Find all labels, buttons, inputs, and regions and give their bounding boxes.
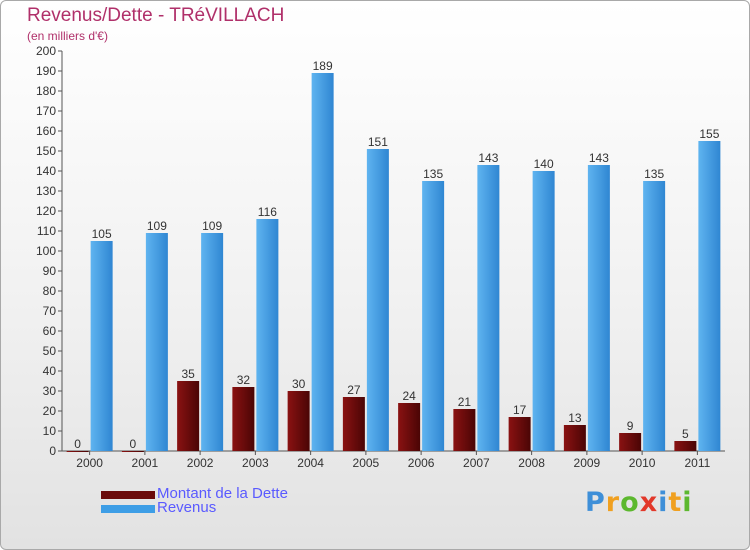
x-tick-label: 2011 [684, 456, 710, 470]
logo-letter: t [668, 487, 683, 518]
bar-debt [453, 409, 476, 451]
bar-debt [232, 387, 255, 451]
legend-swatch-revenue [101, 505, 155, 513]
y-tick-label: 40 [43, 364, 57, 378]
logo-letter: i [658, 487, 669, 518]
bar-revenue [698, 141, 721, 451]
bar-revenue [201, 233, 224, 451]
bar-revenue [366, 149, 389, 451]
y-tick-label: 20 [43, 404, 57, 418]
x-tick-label: 2010 [629, 456, 656, 470]
data-label-revenue: 105 [92, 227, 112, 241]
y-tick-label: 160 [36, 124, 56, 138]
bar-revenue [90, 241, 113, 451]
y-tick-label: 200 [36, 44, 56, 58]
y-tick-label: 80 [43, 284, 57, 298]
y-tick-label: 110 [37, 224, 56, 238]
x-tick-label: 2009 [574, 456, 601, 470]
y-tick-label: 10 [43, 424, 57, 438]
x-tick-label: 2004 [297, 456, 324, 470]
logo-letter: r [605, 487, 621, 518]
bar-debt [121, 451, 144, 452]
x-tick-label: 2002 [187, 456, 214, 470]
bar-revenue [145, 233, 168, 451]
data-label-revenue: 155 [699, 127, 719, 141]
bar-debt [287, 391, 310, 451]
bar-debt [398, 403, 421, 451]
y-tick-label: 150 [36, 144, 56, 158]
chart-subtitle: (en milliers d'€) [27, 29, 108, 43]
y-tick-label: 120 [36, 204, 56, 218]
bar-debt [563, 425, 586, 451]
x-tick-label: 2003 [242, 456, 269, 470]
bar-debt [619, 433, 642, 451]
y-tick-label: 90 [43, 264, 57, 278]
data-label-debt: 35 [181, 367, 195, 381]
bar-revenue [477, 165, 500, 451]
data-label-revenue: 135 [644, 167, 664, 181]
legend-label-debt: Montant de la Dette [157, 485, 288, 502]
data-label-debt: 21 [458, 395, 472, 409]
bar-revenue [256, 219, 279, 451]
data-label-debt: 9 [627, 419, 634, 433]
legend-swatch-debt [101, 491, 155, 499]
data-label-revenue: 116 [258, 205, 277, 219]
data-label-revenue: 109 [202, 219, 222, 233]
data-label-revenue: 143 [589, 151, 609, 165]
data-label-debt: 5 [682, 427, 689, 441]
chart-title: Revenus/Dette - TRéVILLACH [27, 5, 285, 26]
y-tick-label: 60 [43, 324, 57, 338]
data-label-revenue: 140 [534, 157, 554, 171]
logo-letter: x [639, 487, 659, 518]
data-label-revenue: 151 [368, 135, 388, 149]
data-label-debt: 27 [347, 383, 361, 397]
bar-debt [342, 397, 365, 451]
y-tick-label: 130 [36, 184, 56, 198]
y-tick-label: 100 [36, 244, 56, 258]
y-tick-label: 190 [36, 64, 56, 78]
data-label-revenue: 109 [147, 219, 167, 233]
data-label-debt: 13 [568, 411, 582, 425]
x-tick-label: 2005 [353, 456, 380, 470]
bar-revenue [587, 165, 610, 451]
bar-debt [508, 417, 531, 451]
data-label-revenue: 189 [313, 59, 333, 73]
y-tick-label: 180 [36, 84, 56, 98]
x-tick-label: 2006 [408, 456, 435, 470]
data-label-debt: 32 [237, 373, 251, 387]
x-tick-label: 2007 [463, 456, 490, 470]
logo-letter: o [620, 487, 640, 518]
data-label-debt: 24 [402, 389, 416, 403]
bar-revenue [532, 171, 555, 451]
data-label-revenue: 143 [478, 151, 498, 165]
data-label-debt: 0 [74, 437, 81, 451]
x-tick-label: 2001 [132, 456, 159, 470]
bar-debt [674, 441, 697, 451]
bar-revenue [643, 181, 666, 451]
bar-revenue [311, 73, 334, 451]
logo-letter: i [682, 487, 693, 518]
data-label-revenue: 135 [423, 167, 443, 181]
data-label-debt: 30 [292, 377, 306, 391]
y-tick-label: 70 [43, 304, 57, 318]
data-label-debt: 0 [130, 437, 137, 451]
legend-label-revenue: Revenus [157, 499, 217, 516]
bar-revenue [422, 181, 445, 451]
y-tick-label: 50 [43, 344, 57, 358]
y-tick-label: 140 [36, 164, 56, 178]
y-tick-label: 0 [49, 444, 56, 458]
y-tick-label: 170 [36, 104, 56, 118]
y-tick-label: 30 [43, 384, 57, 398]
x-tick-label: 2008 [518, 456, 545, 470]
data-label-debt: 17 [513, 403, 527, 417]
logo-letter: P [585, 487, 606, 518]
proxiti-logo: Proxiti [585, 487, 693, 518]
bar-debt [177, 381, 200, 451]
bar-debt [66, 451, 89, 452]
x-tick-label: 2000 [76, 456, 103, 470]
